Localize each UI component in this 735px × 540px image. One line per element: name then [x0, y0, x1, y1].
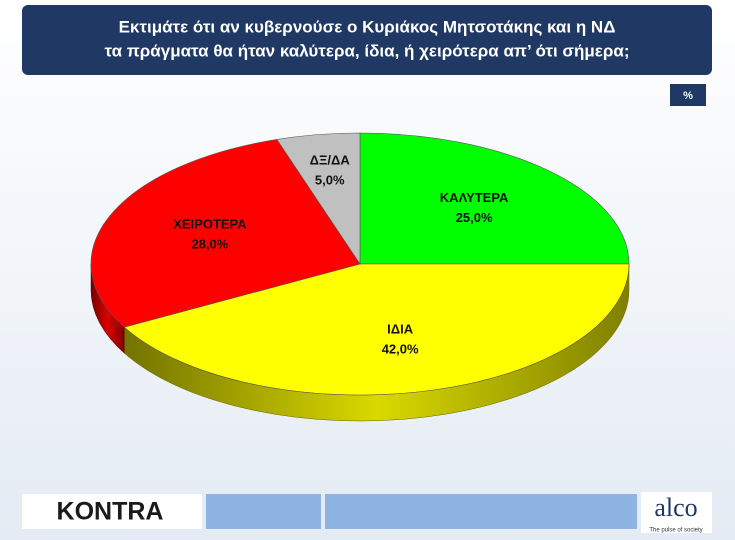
unit-badge	[670, 84, 706, 106]
slice	[276, 132, 361, 265]
chart-title: Εκτιμάτε ότι αν κυβερνούσε ο Κυριάκος Μη…	[119, 17, 616, 36]
tagline: The pulse of society	[649, 528, 702, 534]
logo-right: alco	[654, 493, 697, 522]
slice-category: ΔΞ/ΔΑ	[310, 152, 351, 167]
slice	[90, 139, 361, 328]
footer-box	[206, 494, 321, 529]
footer: KONTRA alco The pulse of society	[22, 492, 712, 534]
pie: ΚΑΛΥΤΕΡΑ 25,0% ΙΔΙΑ 42,0% ΧΕΙΡΟΤΕΡΑ 28,0% ΔΞ/Δ…	[90, 132, 630, 422]
slice-value-label: 25,0%	[456, 210, 493, 225]
slice-category: ΚΑΛΥΤΕΡΑ	[440, 190, 509, 205]
slice	[359, 132, 630, 265]
logo-left: KONTRA	[57, 498, 164, 526]
slice-value-label: 42,0%	[382, 342, 419, 357]
footer-box	[325, 494, 637, 529]
title-banner	[22, 5, 712, 75]
slice-category: ΙΔΙΑ	[387, 322, 414, 337]
footer-box	[22, 494, 202, 529]
slice	[123, 263, 630, 396]
footer-box	[641, 492, 712, 533]
chart-title: τα πράγματα θα ήταν καλύτερα, ίδια, ή χε…	[104, 41, 629, 60]
slice-value-label: 28,0%	[191, 237, 228, 252]
unit-badge-text: %	[683, 90, 693, 102]
slice-value-label: 5,0%	[315, 172, 345, 187]
slice-category: ΧΕΙΡΟΤΕΡΑ	[173, 217, 247, 232]
